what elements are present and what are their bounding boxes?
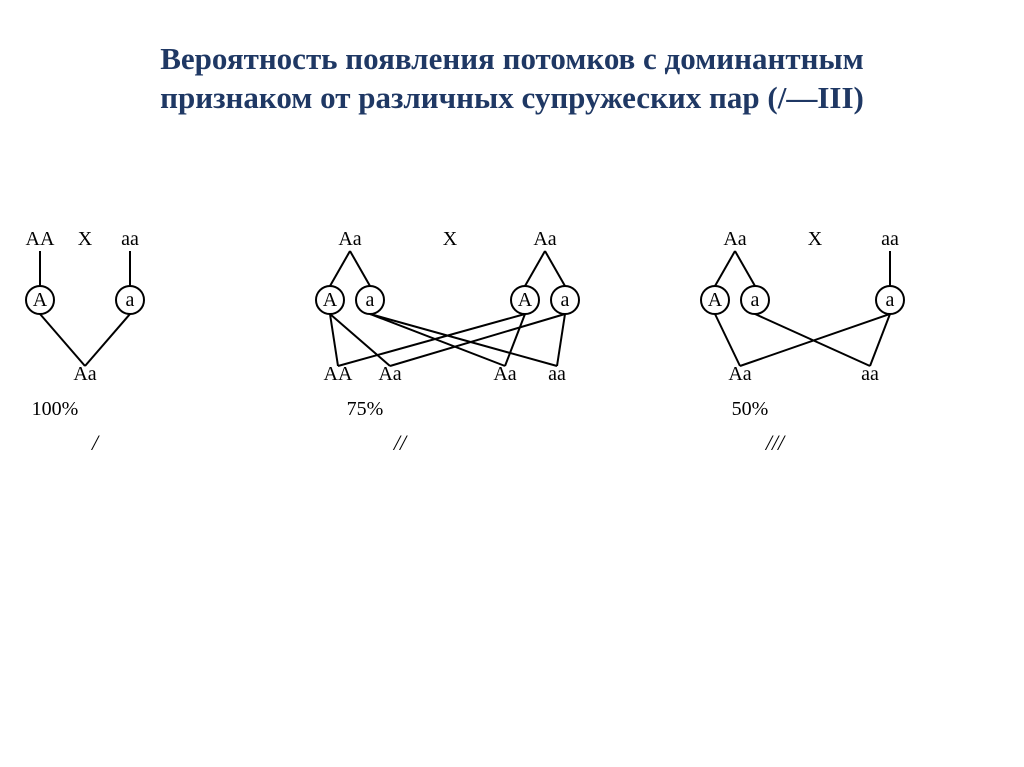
slide-title: Вероятность появления потомков с доминан…	[0, 40, 1024, 118]
svg-text:aa: aa	[121, 230, 139, 250]
svg-text:75%: 75%	[347, 398, 384, 420]
svg-text:Aa: Aa	[338, 230, 361, 250]
diagram-svg: AAaaXAaAa100%/AaAaXAaAaAAAaAaaa75%//Aaaa…	[0, 230, 1024, 530]
svg-text:Aa: Aa	[493, 363, 516, 385]
svg-text:/: /	[90, 430, 100, 455]
genetics-diagram: AAaaXAaAa100%/AaAaXAaAaAAAaAaaa75%//Aaaa…	[0, 230, 1024, 530]
svg-text:AA: AA	[324, 363, 353, 385]
svg-text:///: ///	[764, 430, 786, 455]
svg-text:AA: AA	[26, 230, 55, 250]
svg-text:A: A	[323, 289, 338, 311]
svg-text:a: a	[886, 289, 895, 311]
svg-text:100%: 100%	[32, 398, 79, 420]
svg-text:X: X	[78, 230, 93, 250]
svg-text:A: A	[518, 289, 533, 311]
slide: Вероятность появления потомков с доминан…	[0, 0, 1024, 767]
svg-text:a: a	[366, 289, 375, 311]
svg-text:a: a	[751, 289, 760, 311]
svg-text:Aa: Aa	[723, 230, 746, 250]
svg-text:X: X	[443, 230, 458, 250]
svg-text:A: A	[33, 289, 48, 311]
svg-text:A: A	[708, 289, 723, 311]
svg-text:Aa: Aa	[728, 363, 751, 385]
svg-text:aa: aa	[548, 363, 566, 385]
title-line-2: признаком от различных супружеских пар (…	[0, 79, 1024, 118]
svg-text:Aa: Aa	[378, 363, 401, 385]
svg-text:aa: aa	[881, 230, 899, 250]
title-line-1: Вероятность появления потомков с доминан…	[0, 40, 1024, 79]
svg-text:Aa: Aa	[73, 363, 96, 385]
svg-text:X: X	[808, 230, 823, 250]
svg-text:a: a	[126, 289, 135, 311]
svg-text:aa: aa	[861, 363, 879, 385]
svg-text:Aa: Aa	[533, 230, 556, 250]
svg-text:a: a	[561, 289, 570, 311]
svg-text:50%: 50%	[732, 398, 769, 420]
svg-text://: //	[392, 430, 408, 455]
